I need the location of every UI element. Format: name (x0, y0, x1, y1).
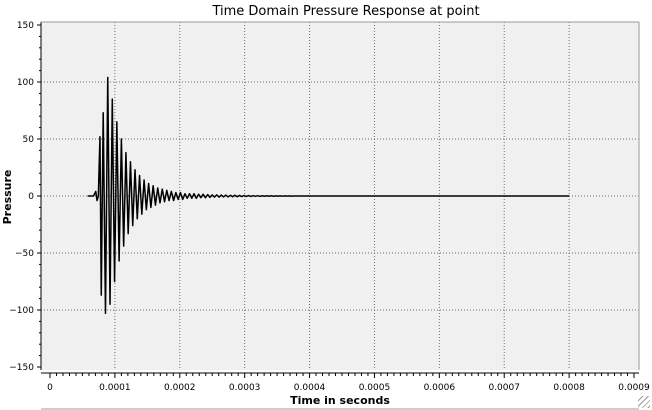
y-axis-label: Pressure (1, 170, 14, 225)
y-tick-label: −100 (9, 306, 34, 316)
axis-ticks (37, 24, 635, 378)
x-tick-label: 0.0005 (359, 383, 391, 393)
x-tick-label: 0.0002 (164, 383, 196, 393)
x-tick-label: 0.0001 (99, 383, 131, 393)
x-tick-label: 0.0006 (424, 383, 456, 393)
y-tick-label: 50 (23, 135, 35, 145)
x-tick-label: 0.0009 (618, 383, 650, 393)
x-tick-label: 0.0007 (488, 383, 520, 393)
x-tick-label: 0.0004 (294, 383, 326, 393)
chart-title: Time Domain Pressure Response at point (211, 4, 479, 19)
x-tick-labels: 0 0.0001 0.0002 0.0003 0.0004 0.0005 0.0006 0.0… (47, 383, 650, 393)
y-tick-label: 0 (28, 192, 34, 202)
y-tick-label: −50 (15, 249, 34, 259)
x-tick-label: 0.0008 (553, 383, 585, 393)
x-tick-label: 0.0003 (229, 383, 261, 393)
y-tick-label: 100 (17, 78, 34, 88)
y-tick-label: −150 (9, 363, 34, 373)
x-tick-label: 0 (47, 383, 53, 393)
resize-grip-icon[interactable] (638, 396, 650, 408)
y-tick-label: 150 (17, 21, 34, 31)
y-tick-labels: 150 100 50 0 −50 −100 −150 (9, 21, 34, 373)
series-line (87, 76, 570, 315)
x-axis-label: Time in seconds (290, 394, 390, 407)
